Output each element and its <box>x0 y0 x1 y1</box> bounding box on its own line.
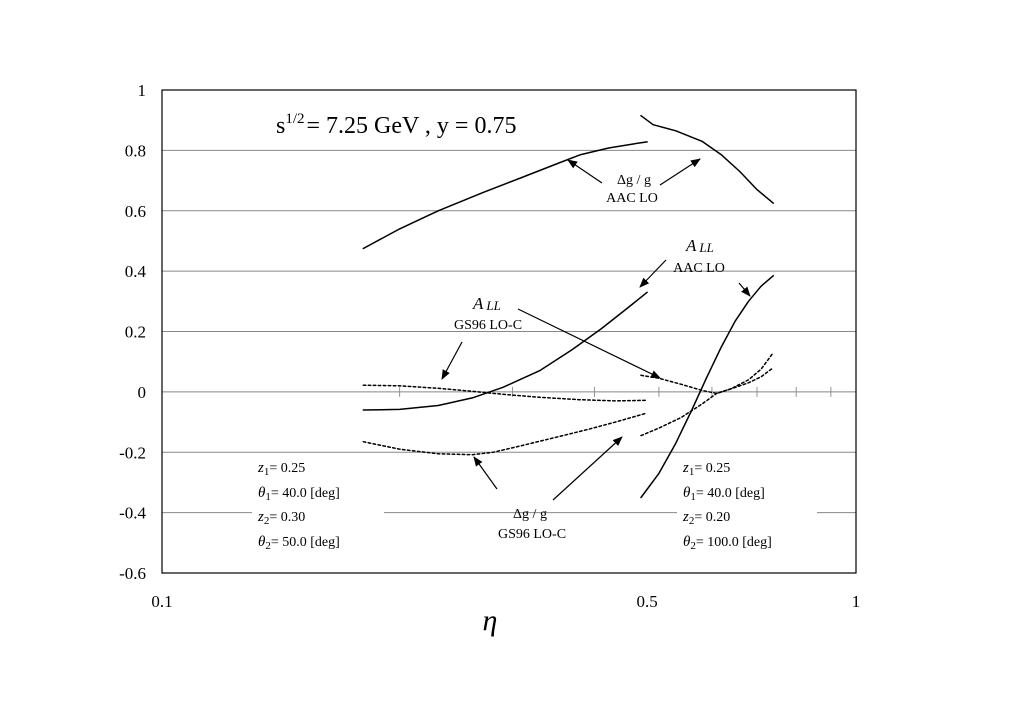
y-tick-label-0: 1 <box>138 81 147 100</box>
right-param-2-sym: θ <box>683 485 691 501</box>
right-params: z1= 0.25 θ1= 40.0 [deg] z2= 0.20 θ2= 100… <box>677 455 817 555</box>
left-param-4-sym: θ <box>258 534 266 550</box>
x-tick-label-2: 1 <box>852 592 861 611</box>
right-param-2: θ1= 40.0 [deg] <box>683 485 765 503</box>
annotation-all-aac-symbol: A LL <box>685 236 714 255</box>
annotation-all-gs96-arrow-left <box>441 341 463 380</box>
annotation-all-aac: A LL AAC LO <box>639 236 751 297</box>
annotation-dg-aac-line1: Δg / g <box>617 173 651 188</box>
right-param-1-sym: z <box>682 460 689 476</box>
left-param-4-sub: 2 <box>265 540 271 552</box>
x-tick-label-1: 0.5 <box>636 592 657 611</box>
right-param-4-sym: θ <box>683 534 691 550</box>
left-param-1-value: = 0.25 <box>269 461 305 476</box>
right-param-3: z2= 0.20 <box>682 509 730 527</box>
chart-title: s1/2= 7.25 GeV , y = 0.75 <box>276 111 516 139</box>
x-tick-labels: 0.1 0.5 1 <box>151 592 860 611</box>
y-tick-label-3: 0.4 <box>125 262 147 281</box>
right-param-1: z1= 0.25 <box>682 460 730 478</box>
series-line-7 <box>640 366 775 437</box>
left-param-4-value: = 50.0 [deg] <box>271 535 340 550</box>
zero-line-ticks <box>399 386 832 397</box>
title-sqrt-s-base: s <box>276 113 285 139</box>
y-tick-labels: 1 0.8 0.6 0.4 0.2 0 -0.2 -0.4 -0.6 <box>119 81 146 583</box>
right-param-2-value: = 40.0 [deg] <box>696 486 765 501</box>
annotation-dg-aac: Δg / g AAC LO <box>567 158 701 206</box>
series-line-3 <box>640 274 775 499</box>
y-tick-label-6: -0.2 <box>119 443 146 462</box>
right-param-4-sub: 2 <box>690 540 696 552</box>
series-line-5 <box>362 412 648 456</box>
title-sqrt-s-exp: 1/2 <box>285 111 304 127</box>
y-tick-label-5: 0 <box>138 383 147 402</box>
annotation-all-gs96-symbol: A LL <box>472 294 501 313</box>
plot-frame <box>161 89 857 574</box>
left-params: z1= 0.25 θ1= 40.0 [deg] z2= 0.30 θ2= 50.… <box>252 455 384 555</box>
series-line-0 <box>362 141 648 250</box>
series-line-2 <box>362 291 648 411</box>
annotation-dg-gs96: Δg / g GS96 LO-C <box>473 436 623 542</box>
x-axis-label: η <box>483 604 498 637</box>
annotation-dg-aac-line2: AAC LO <box>606 191 658 206</box>
y-tick-label-4: 0.2 <box>125 323 146 342</box>
annotation-all-aac-a: A <box>685 236 697 255</box>
right-params-bg <box>677 455 817 555</box>
left-param-2: θ1= 40.0 [deg] <box>258 485 340 503</box>
left-params-bg <box>252 455 384 555</box>
annotation-dg-gs96-arrow-right <box>552 436 623 501</box>
series-line-4 <box>362 384 648 402</box>
y-tick-label-8: -0.6 <box>119 564 146 583</box>
y-tick-label-1: 0.8 <box>125 141 146 160</box>
left-param-1: z1= 0.25 <box>257 460 305 478</box>
left-param-2-sym: θ <box>258 485 266 501</box>
right-param-3-value: = 0.20 <box>694 510 730 525</box>
left-param-1-sub: 1 <box>264 466 270 478</box>
annotation-all-gs96-arrow-right <box>517 308 661 379</box>
series-line-1 <box>640 114 775 204</box>
annotation-all-gs96: A LL GS96 LO-C <box>441 294 661 380</box>
left-param-3-value: = 0.30 <box>269 510 305 525</box>
left-param-3: z2= 0.30 <box>257 509 305 527</box>
x-tick-label-0: 0.1 <box>151 592 172 611</box>
annotation-dg-aac-arrow-right <box>659 158 701 186</box>
annotation-dg-aac-arrow-left <box>567 159 603 184</box>
left-param-3-sub: 2 <box>264 515 270 527</box>
series-line-6 <box>640 351 775 395</box>
y-tick-label-2: 0.6 <box>125 202 146 221</box>
annotation-all-gs96-a: A <box>472 294 484 313</box>
title-rest: = 7.25 GeV , y = 0.75 <box>307 113 517 139</box>
annotation-all-aac-sub: LL <box>698 240 713 255</box>
annotation-all-aac-line2: AAC LO <box>673 261 725 276</box>
annotation-all-aac-arrow-right <box>738 282 751 297</box>
annotation-dg-gs96-line1: Δg / g <box>513 507 547 522</box>
right-param-4-value: = 100.0 [deg] <box>696 535 772 550</box>
annotation-dg-gs96-line2: GS96 LO-C <box>498 527 566 542</box>
annotation-all-gs96-sub: LL <box>485 298 500 313</box>
right-param-4: θ2= 100.0 [deg] <box>683 534 772 552</box>
left-param-4: θ2= 50.0 [deg] <box>258 534 340 552</box>
series-lines <box>362 114 775 499</box>
left-param-1-sym: z <box>257 460 264 476</box>
right-param-3-sym: z <box>682 509 689 525</box>
annotation-all-gs96-line2: GS96 LO-C <box>454 318 522 333</box>
left-param-3-sym: z <box>257 509 264 525</box>
right-param-1-value: = 0.25 <box>694 461 730 476</box>
left-param-2-sub: 1 <box>265 491 271 503</box>
right-param-1-sub: 1 <box>689 466 695 478</box>
annotation-all-aac-arrow-left <box>639 259 667 288</box>
left-param-2-value: = 40.0 [deg] <box>271 486 340 501</box>
right-param-3-sub: 2 <box>689 515 695 527</box>
y-tick-label-7: -0.4 <box>119 504 146 523</box>
right-param-2-sub: 1 <box>690 491 696 503</box>
annotation-dg-gs96-arrow-left <box>473 456 498 490</box>
